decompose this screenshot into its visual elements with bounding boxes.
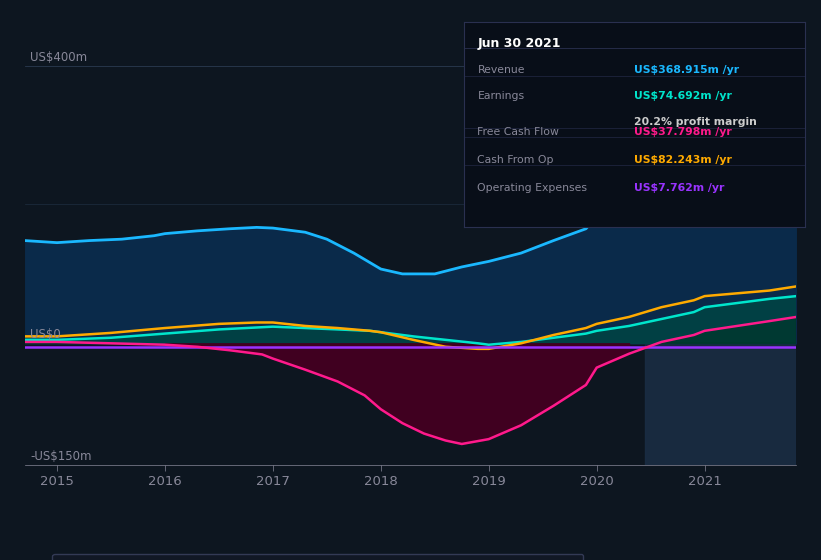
Text: 20.2% profit margin: 20.2% profit margin [635, 118, 757, 128]
Text: US$74.692m /yr: US$74.692m /yr [635, 91, 732, 101]
Text: Revenue: Revenue [478, 66, 525, 76]
Text: -US$150m: -US$150m [30, 450, 91, 463]
Text: US$37.798m /yr: US$37.798m /yr [635, 127, 732, 137]
Text: US$82.243m /yr: US$82.243m /yr [635, 155, 732, 165]
Text: Cash From Op: Cash From Op [478, 155, 554, 165]
Bar [645, 45, 796, 465]
Text: US$368.915m /yr: US$368.915m /yr [635, 66, 740, 76]
Text: Earnings: Earnings [478, 91, 525, 101]
Text: Jun 30 2021: Jun 30 2021 [478, 37, 561, 50]
Text: Free Cash Flow: Free Cash Flow [478, 127, 559, 137]
Text: US$400m: US$400m [30, 50, 87, 63]
Text: Operating Expenses: Operating Expenses [478, 183, 588, 193]
Text: US$0: US$0 [30, 328, 61, 341]
Legend: Revenue, Earnings, Free Cash Flow, Cash From Op, Operating Expenses: Revenue, Earnings, Free Cash Flow, Cash … [53, 554, 584, 560]
Text: US$7.762m /yr: US$7.762m /yr [635, 183, 725, 193]
